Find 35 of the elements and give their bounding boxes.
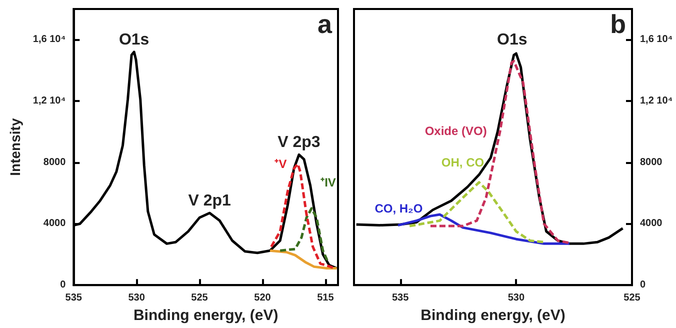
annotation: V 2p3: [278, 134, 320, 152]
y-tick-label: 1,2 10⁴: [32, 96, 66, 107]
x-tick-label: 520: [254, 292, 272, 304]
annotation: a: [318, 9, 333, 39]
x-tick-label: 530: [128, 292, 146, 304]
x-axis-title: Binding energy, (eV): [133, 307, 278, 324]
y-tick-label: 4000: [43, 218, 66, 230]
y-axis-title: Intensity: [7, 118, 23, 176]
x-tick-label: 530: [508, 292, 525, 304]
annotation: O1s: [118, 31, 150, 48]
y-tick-label: 1,6 10⁴: [32, 34, 66, 46]
y-tick-label: 0: [60, 280, 66, 291]
x-tick-label: 535: [65, 292, 82, 304]
line-series: [396, 213, 571, 245]
y2-tick-label: 4000: [640, 218, 663, 230]
x-tick-label: 525: [191, 292, 208, 304]
line-series: [268, 249, 338, 270]
line-series: [278, 207, 330, 264]
series-label: Oxide (VO): [424, 124, 487, 138]
x-axis-title: Binding energy, (eV): [420, 307, 566, 324]
series-label: ⁺V: [274, 156, 287, 171]
series-label: CO, H₂O: [374, 202, 423, 216]
y-tick-label: 8000: [43, 156, 66, 168]
y2-tick-label: 0: [640, 280, 646, 291]
y2-tick-label: 1,2 10⁴: [640, 96, 673, 107]
series-label: ⁺IV: [320, 175, 336, 190]
series-label: OH, CO: [441, 155, 484, 170]
x-tick-label: 515: [317, 292, 334, 304]
y2-tick-label: 8000: [640, 156, 663, 168]
annotation: b: [610, 9, 626, 39]
y2-tick-label: 1,6 10⁴: [640, 34, 673, 46]
x-tick-label: 535: [392, 292, 410, 304]
annotation: O1s: [497, 32, 528, 48]
x-tick-label: 525: [624, 292, 641, 304]
annotation: V 2p1: [188, 192, 232, 210]
